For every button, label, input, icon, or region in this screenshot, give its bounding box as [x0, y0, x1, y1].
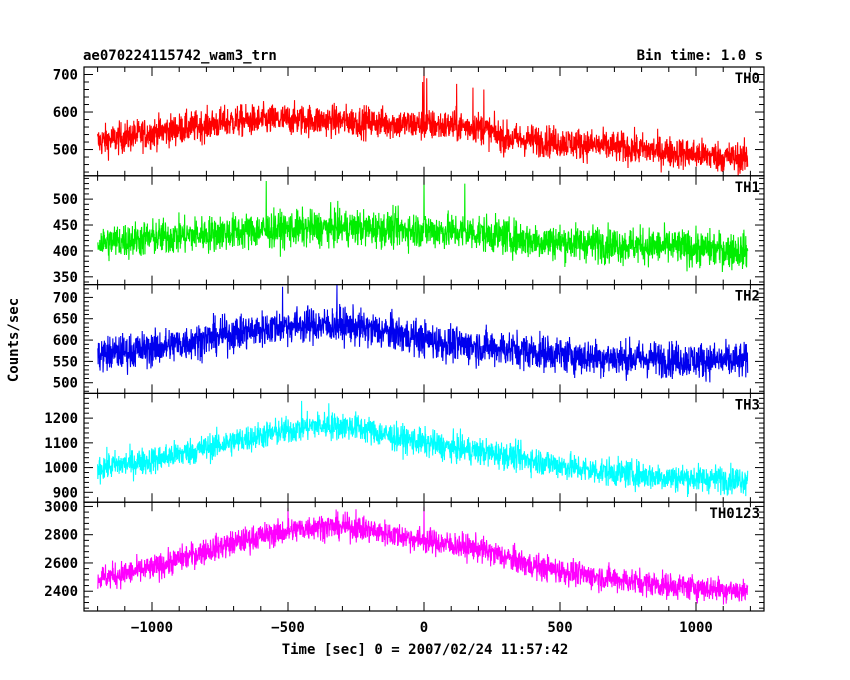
panel-label-th0123: TH0123 [709, 506, 760, 522]
panel-th0: 500 600 700 TH0 [53, 66, 765, 177]
y-tick-label: 650 [53, 312, 78, 328]
y-tick-label: 600 [53, 333, 78, 349]
y-axis-label: Counts/sec [6, 298, 22, 382]
series-line-th1 [97, 178, 749, 272]
series-line-th0 [97, 67, 749, 176]
panel-label-th1: TH1 [735, 180, 760, 196]
y-tick-label: 500 [53, 143, 78, 159]
y-tick-label: 2400 [44, 584, 78, 600]
y-tick-label: 400 [53, 244, 78, 260]
y-tick-label: 450 [53, 218, 78, 234]
y-tick-label: 500 [53, 192, 78, 208]
y-tick-label: 350 [53, 270, 78, 286]
series-line-th3 [97, 400, 749, 498]
panel-label-th2: TH2 [735, 289, 760, 305]
x-axis-label: Time [sec] 0 = 2007/02/24 11:57:42 [282, 642, 569, 658]
chart-title: ae070224115742_wam3_trn [83, 48, 277, 64]
x-tick-label: −500 [271, 620, 305, 636]
y-tick-label: 1200 [44, 411, 78, 427]
y-tick-label: 600 [53, 105, 78, 121]
y-tick-label: 3000 [44, 499, 78, 515]
y-tick-label: 2600 [44, 556, 78, 572]
y-tick-label: 2800 [44, 528, 78, 544]
y-tick-label: 700 [53, 290, 78, 306]
x-tick-label: −1000 [131, 620, 173, 636]
panel-label-th3: TH3 [735, 397, 760, 413]
panels-group: 500 600 700 TH0 350 400 450 500 TH1 500 550 600 650 7… [44, 66, 765, 636]
panel-th1: 350 400 450 500 TH1 [53, 175, 765, 286]
y-tick-label: 550 [53, 354, 78, 370]
y-tick-label: 1000 [44, 461, 78, 477]
x-tick-label: 1000 [679, 620, 713, 636]
panel-label-th0: TH0 [735, 71, 760, 87]
y-tick-label: 1100 [44, 436, 78, 452]
panel-th3: 900 1000 1100 1200 TH3 [44, 392, 765, 503]
y-tick-label: 900 [53, 485, 78, 501]
x-tick-label: 0 [420, 620, 428, 636]
y-tick-label: 700 [53, 68, 78, 84]
series-line-th2 [97, 284, 749, 383]
panel-th2: 500 550 600 650 700 TH2 [53, 284, 765, 395]
bin-time-label: Bin time: 1.0 s [637, 48, 763, 64]
y-tick-label: 500 [53, 376, 78, 392]
x-tick-label: 500 [547, 620, 572, 636]
series-line-th0123 [97, 506, 749, 605]
panel-th0123: 2400 2600 2800 3000 TH0123 [44, 499, 765, 612]
